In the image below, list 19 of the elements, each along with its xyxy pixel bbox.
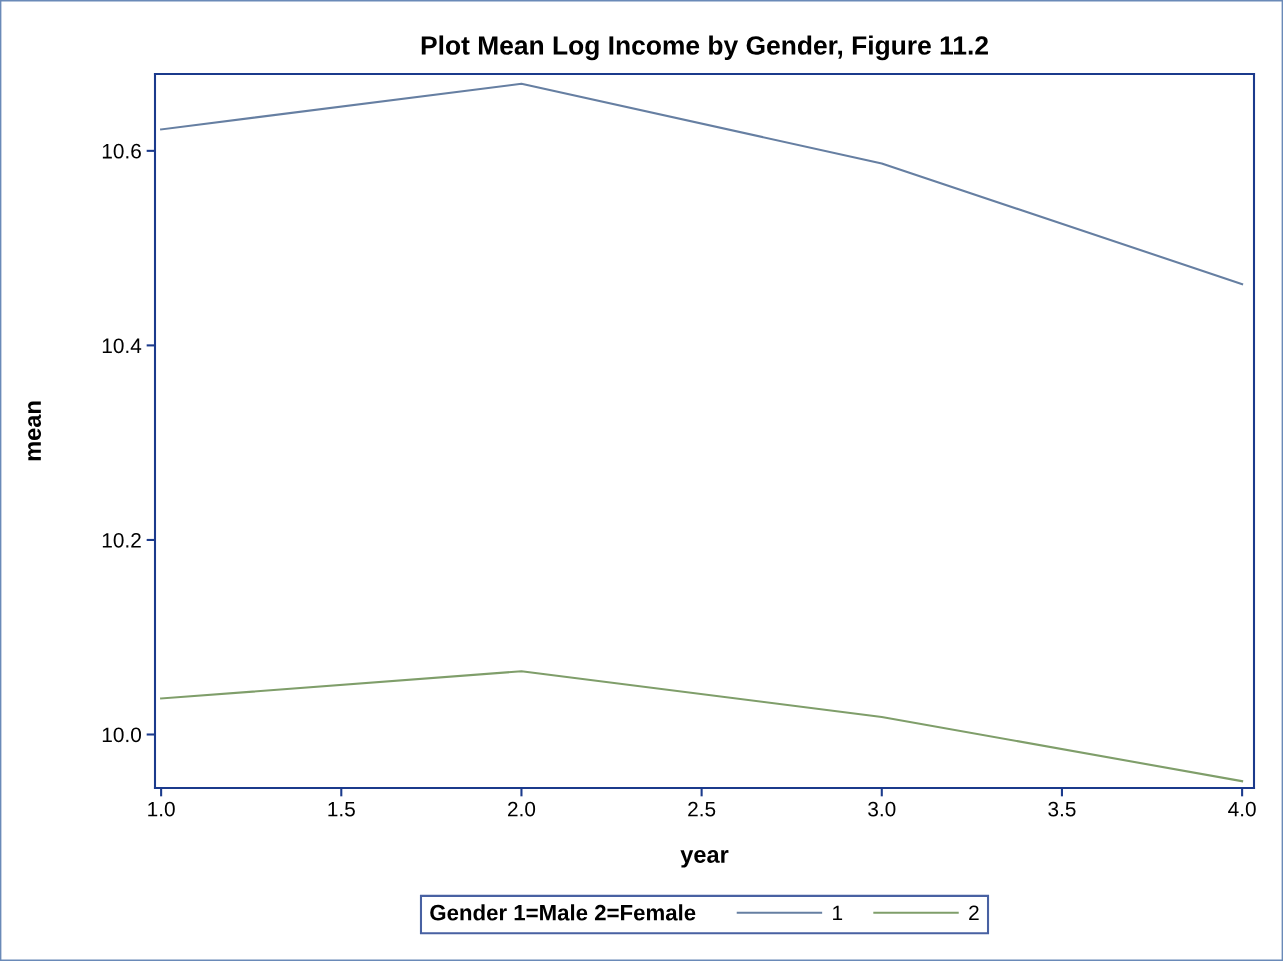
x-tick-label: 2.0 bbox=[508, 801, 536, 817]
x-tick-label: 3.0 bbox=[868, 801, 896, 817]
line-series bbox=[160, 670, 1244, 783]
x-tick-label: 1.5 bbox=[328, 801, 355, 817]
legend-label: 2 bbox=[969, 905, 979, 920]
y-axis-title: mean bbox=[28, 401, 42, 461]
line-series bbox=[160, 82, 1244, 286]
x-tick-label: 2.5 bbox=[688, 801, 716, 817]
y-tick-label: 10.4 bbox=[102, 338, 142, 354]
x-tick-label: 4.0 bbox=[1228, 801, 1256, 817]
legend-label: 1 bbox=[833, 905, 843, 920]
chart-title: Plot Mean Log Income by Gender, Figure 11.2 bbox=[421, 35, 988, 61]
y-tick-label: 10.2 bbox=[102, 532, 141, 548]
x-tick-label: 1.0 bbox=[148, 801, 175, 817]
legend-title: Gender 1=Male 2=Female bbox=[430, 904, 696, 921]
x-axis-title: year bbox=[680, 850, 729, 868]
x-tick-label: 3.5 bbox=[1048, 801, 1076, 817]
y-tick-label: 10.0 bbox=[102, 727, 141, 743]
y-tick-label: 10.6 bbox=[102, 143, 141, 159]
